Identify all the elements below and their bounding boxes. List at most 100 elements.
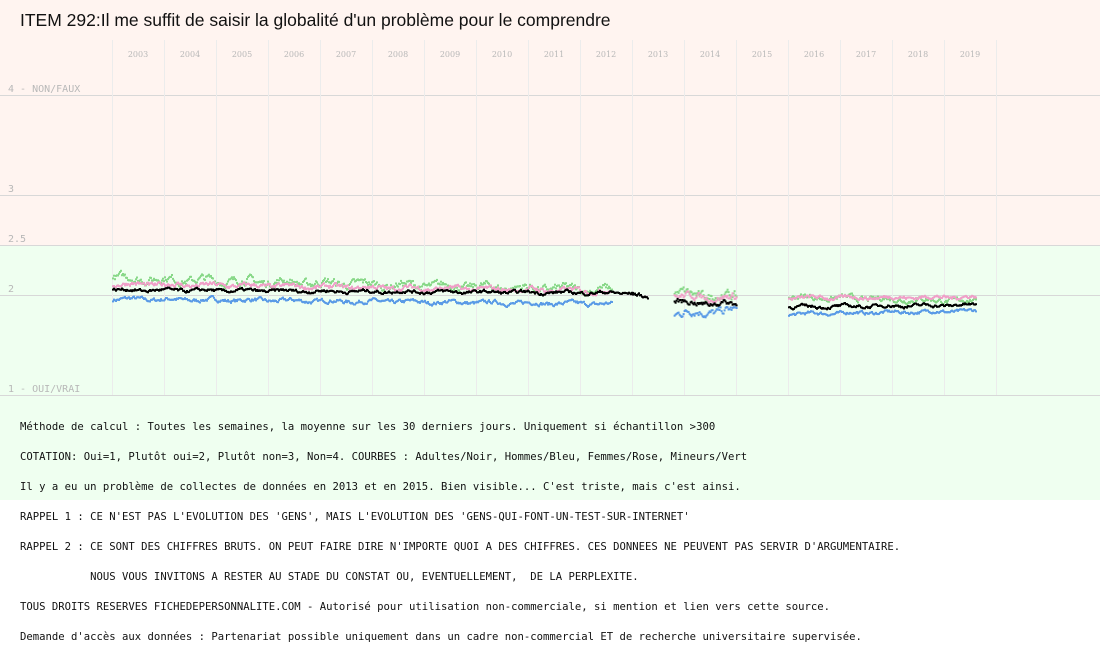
data-point: [140, 278, 142, 281]
x-tick-label: 2015: [752, 50, 772, 59]
data-point: [442, 281, 444, 284]
data-point: [714, 297, 717, 300]
data-point: [555, 290, 557, 293]
data-point: [679, 299, 682, 301]
data-point: [115, 300, 117, 302]
data-point: [358, 299, 360, 302]
data-point: [338, 280, 340, 283]
note-line: TOUS DROITS RESERVES FICHEDEPERSONNALITE…: [20, 601, 831, 613]
data-point: [254, 288, 256, 291]
data-point: [304, 286, 306, 289]
data-point: [721, 295, 724, 298]
data-point: [281, 279, 283, 282]
data-point: [701, 289, 704, 292]
data-point: [705, 296, 708, 299]
data-point: [112, 300, 114, 303]
data-point: [254, 297, 256, 300]
data-point: [212, 277, 214, 280]
data-point: [724, 294, 727, 297]
data-point: [859, 304, 861, 307]
data-point: [414, 290, 416, 293]
data-point: [916, 312, 918, 315]
data-point: [382, 284, 384, 287]
data-point: [673, 294, 676, 297]
data-point: [432, 289, 434, 292]
data-point: [120, 269, 122, 272]
data-point: [727, 302, 730, 305]
data-point: [402, 287, 404, 290]
x-tick-label: 2016: [804, 50, 824, 59]
data-point: [508, 304, 510, 307]
data-point: [280, 278, 282, 281]
data-point: [160, 298, 162, 301]
data-point: [595, 294, 597, 297]
data-point: [315, 280, 317, 283]
data-point: [168, 283, 170, 286]
data-point: [405, 284, 407, 287]
data-point: [486, 280, 488, 283]
data-point: [435, 280, 437, 282]
data-point: [857, 301, 859, 304]
data-point: [555, 287, 557, 290]
data-point: [455, 285, 457, 288]
data-point: [239, 285, 241, 288]
data-point: [250, 285, 252, 288]
data-point: [866, 298, 868, 300]
data-point: [186, 290, 188, 292]
data-point: [605, 286, 607, 289]
data-point: [560, 288, 562, 291]
data-point: [814, 305, 816, 308]
data-point: [194, 299, 196, 302]
x-tick-label: 2004: [180, 50, 200, 59]
data-point: [947, 299, 949, 302]
data-point: [574, 284, 576, 287]
data-point: [729, 296, 732, 299]
y-tick-label: 2: [8, 284, 14, 295]
data-point: [385, 286, 387, 289]
y-tick-label: 2.5: [8, 234, 26, 245]
data-point: [317, 283, 319, 286]
data-point: [426, 302, 428, 305]
data-point: [439, 283, 441, 286]
data-point: [234, 300, 236, 303]
data-point: [302, 281, 304, 283]
data-point: [505, 288, 507, 291]
data-point: [417, 285, 419, 288]
data-point: [166, 297, 168, 300]
data-point: [806, 304, 808, 307]
data-point: [888, 309, 890, 312]
data-point: [375, 298, 377, 301]
data-point: [956, 308, 958, 311]
data-point: [394, 286, 396, 289]
data-point: [366, 281, 368, 284]
data-point: [735, 296, 738, 299]
data-point: [124, 295, 126, 298]
data-point: [535, 289, 537, 291]
data-point: [975, 303, 977, 306]
data-point: [166, 280, 168, 283]
data-point: [675, 299, 678, 302]
data-point: [523, 284, 525, 287]
data-point: [677, 300, 680, 303]
data-point: [972, 295, 974, 298]
data-point: [702, 295, 705, 298]
data-point: [223, 285, 225, 288]
data-point: [688, 312, 691, 315]
data-point: [861, 295, 863, 298]
data-point: [224, 284, 226, 287]
data-point: [456, 286, 458, 289]
data-point: [819, 305, 821, 308]
data-point: [118, 299, 120, 301]
data-point: [430, 283, 432, 286]
data-point: [692, 303, 695, 306]
data-point: [227, 299, 229, 302]
data-point: [881, 299, 883, 302]
data-point: [373, 291, 375, 294]
data-point: [674, 301, 677, 304]
data-point: [332, 285, 334, 287]
data-point: [123, 282, 125, 285]
data-point: [673, 300, 676, 303]
data-point: [129, 284, 131, 287]
x-tick-label: 2010: [492, 50, 512, 59]
data-point: [864, 307, 866, 310]
